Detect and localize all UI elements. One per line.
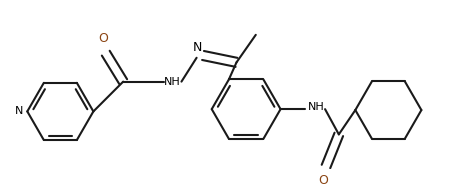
- Text: NH: NH: [164, 77, 181, 87]
- Text: N: N: [193, 41, 202, 54]
- Text: N: N: [15, 106, 23, 116]
- Text: O: O: [319, 174, 329, 184]
- Text: O: O: [98, 32, 108, 45]
- Text: NH: NH: [308, 102, 324, 112]
